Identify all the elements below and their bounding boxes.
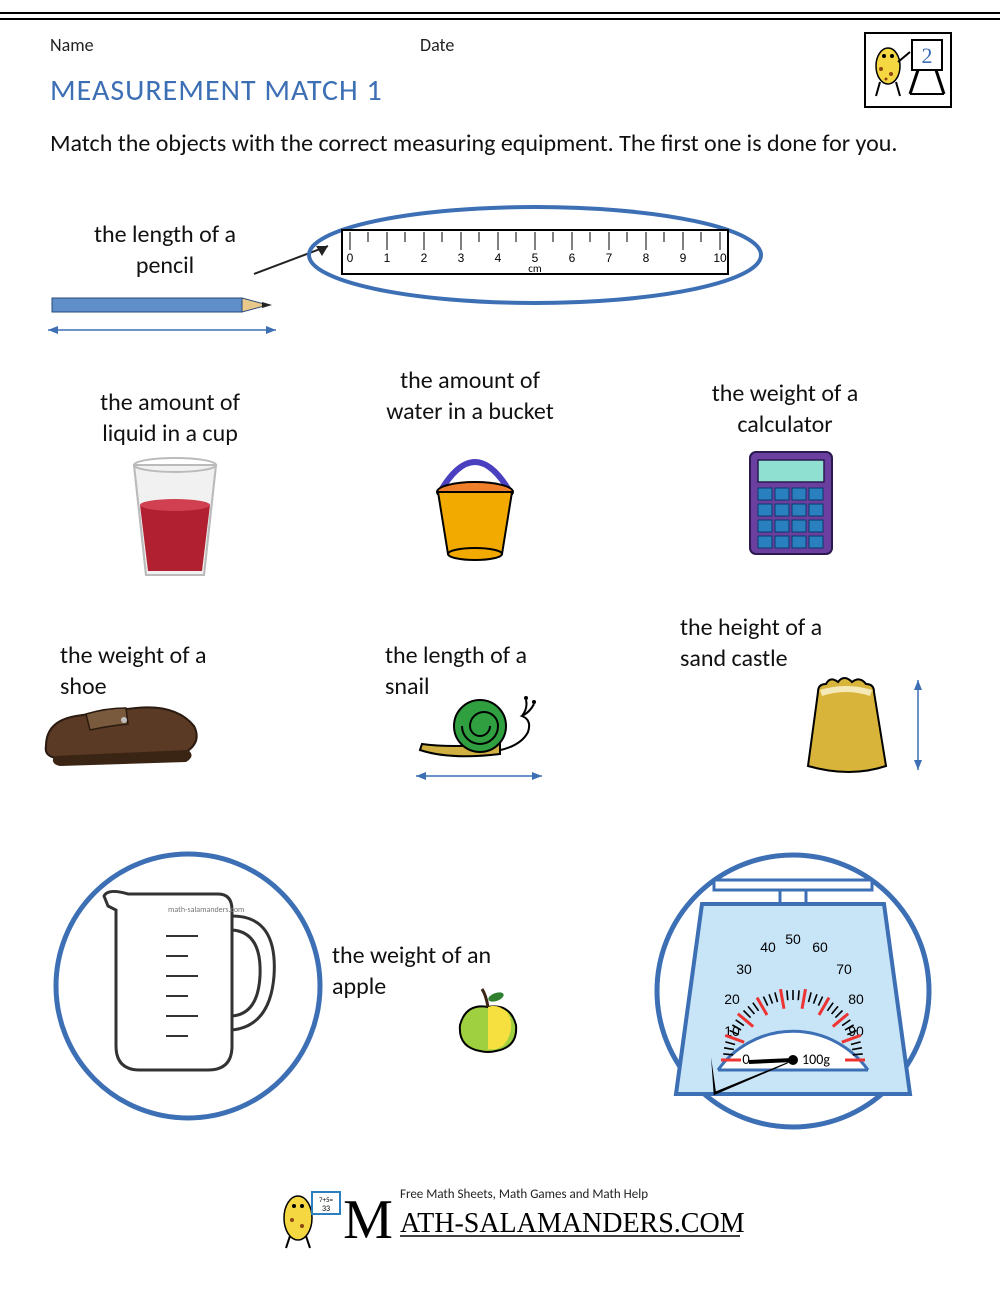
svg-text:6: 6 <box>569 251 576 265</box>
logo-m-icon: M <box>343 1189 393 1251</box>
grade-badge: 2 <box>864 32 952 108</box>
label-pencil: the length of apencil <box>60 219 270 281</box>
footer-tagline: Free Math Sheets, Math Games and Math He… <box>400 1187 648 1202</box>
label-cup: the amount ofliquid in a cup <box>60 387 280 449</box>
svg-text:math-salamanders.com: math-salamanders.com <box>168 905 244 915</box>
sandcastle-icon <box>800 662 950 782</box>
jug-tool: math-salamanders.com <box>48 846 328 1126</box>
name-label: Name <box>50 34 94 56</box>
shoe-icon <box>36 686 206 776</box>
svg-text:60: 60 <box>812 939 828 955</box>
label-bucket: the amount ofwater in a bucket <box>355 365 585 427</box>
worksheet-page: Name Date 2 MEASUREMENT MATCH 1 Match th… <box>0 0 1000 1294</box>
cup-icon <box>120 455 230 585</box>
calculator-icon <box>746 448 836 558</box>
svg-text:20: 20 <box>724 991 740 1007</box>
date-label: Date <box>420 34 454 56</box>
label-calculator: the weight of acalculator <box>670 378 900 440</box>
svg-text:2: 2 <box>421 251 428 265</box>
footer: 7+5= 33 M Free Math Sheets, Math Games a… <box>0 1178 1000 1252</box>
svg-text:50: 50 <box>785 931 801 947</box>
svg-text:0: 0 <box>347 251 354 265</box>
grade-number: 2 <box>922 43 933 68</box>
footer-logo-text: ATH-SALAMANDERS.COM <box>400 1208 745 1239</box>
svg-text:cm: cm <box>528 262 542 275</box>
svg-text:4: 4 <box>495 251 502 265</box>
svg-text:0: 0 <box>742 1051 750 1067</box>
svg-text:7+5=: 7+5= <box>319 1195 334 1204</box>
worksheet-title: MEASUREMENT MATCH 1 <box>50 72 383 109</box>
svg-text:40: 40 <box>760 939 776 955</box>
svg-text:30: 30 <box>736 961 752 977</box>
svg-text:8: 8 <box>643 251 650 265</box>
top-double-rule <box>0 12 1000 20</box>
instructions-text: Match the objects with the correct measu… <box>50 128 940 160</box>
apple-icon <box>448 985 528 1060</box>
svg-text:7: 7 <box>606 251 613 265</box>
svg-text:80: 80 <box>848 991 864 1007</box>
svg-text:1: 1 <box>384 251 391 265</box>
svg-text:33: 33 <box>322 1204 330 1214</box>
pencil-icon <box>44 296 284 346</box>
svg-text:9: 9 <box>680 251 687 265</box>
svg-text:3: 3 <box>458 251 465 265</box>
scale-tool: 0 10 20 30 40 50 60 70 80 90 100g <box>648 846 938 1136</box>
svg-text:70: 70 <box>836 961 852 977</box>
ruler-tool: 012345678910 cm <box>300 200 770 310</box>
svg-text:10: 10 <box>713 251 727 265</box>
snail-icon <box>410 682 560 792</box>
svg-text:100g: 100g <box>802 1051 830 1068</box>
bucket-icon <box>420 442 530 562</box>
